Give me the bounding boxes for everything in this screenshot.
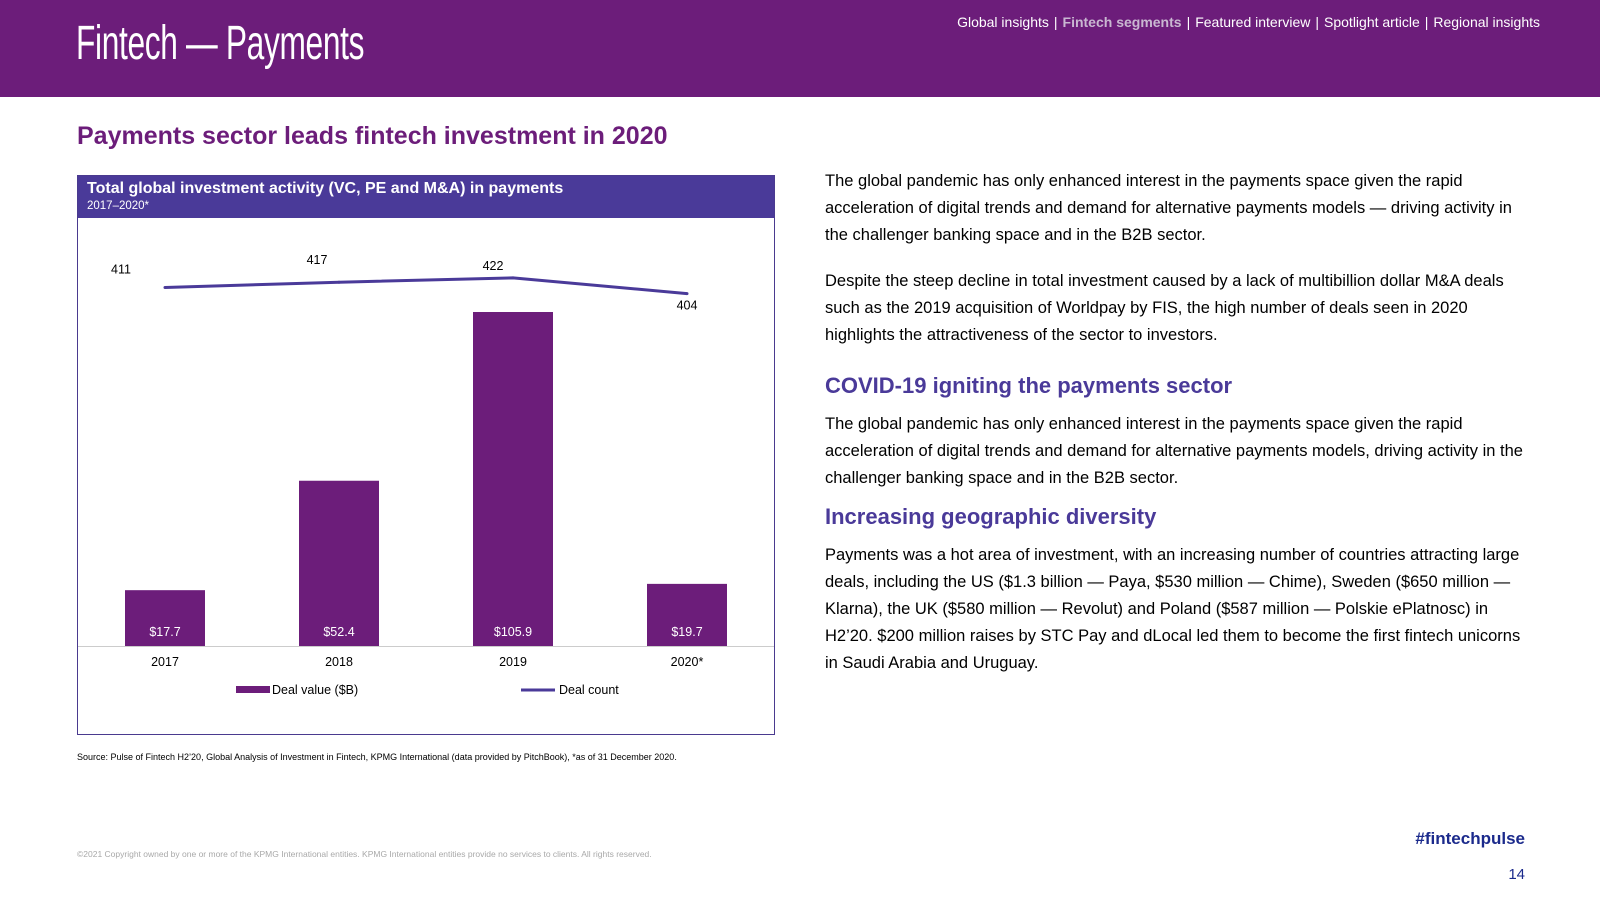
deal-count-point <box>511 276 515 280</box>
nav-link-regional-insights[interactable]: Regional insights <box>1433 14 1540 30</box>
deal-count-line <box>164 276 688 296</box>
deal-count-label: 404 <box>677 299 698 313</box>
legend-swatch-deal-value <box>236 686 270 693</box>
deal-count-label: 411 <box>111 262 131 276</box>
nav-link-spotlight-article[interactable]: Spotlight article <box>1324 14 1420 30</box>
page-number: 14 <box>1508 866 1525 883</box>
chart-subtitle: 2017–2020* <box>87 200 150 212</box>
subhead-geographic: Increasing geographic diversity <box>825 504 1525 530</box>
x-tick-label: 2017 <box>151 655 179 669</box>
chart-header: Total global investment activity (VC, PE… <box>78 176 774 218</box>
bar-2017 <box>125 590 205 646</box>
bar-value-label: $52.4 <box>323 625 354 639</box>
legend-label-deal-value: Deal value ($B) <box>272 683 358 697</box>
body-paragraph-4: Payments was a hot area of investment, w… <box>825 542 1525 677</box>
nav-separator: | <box>1186 14 1191 30</box>
deal-count-label: 422 <box>483 259 504 273</box>
header-band <box>0 0 1600 97</box>
hashtag-link[interactable]: #fintechpulse <box>1415 829 1525 848</box>
chart-panel: Total global investment activity (VC, PE… <box>77 175 775 735</box>
source-note: Source: Pulse of Fintech H2’20, Global A… <box>77 752 677 762</box>
subhead-text: COVID-19 igniting the payments sector <box>825 373 1233 398</box>
body-paragraph-2: Despite the steep decline in total inves… <box>825 268 1525 349</box>
body-paragraph-3: The global pandemic has only enhanced in… <box>825 411 1525 492</box>
bar-value-label: $17.7 <box>149 625 180 639</box>
subhead-text: Increasing geographic diversity <box>825 504 1157 529</box>
subhead-covid: COVID-19 igniting the payments sector <box>825 373 1525 399</box>
bar-2019 <box>473 312 553 646</box>
paragraph-text: Payments was a hot area of investment, w… <box>825 546 1521 672</box>
paragraph-text: The global pandemic has only enhanced in… <box>825 172 1512 244</box>
bar-2018 <box>299 480 379 646</box>
bar-value-label: $105.9 <box>494 625 532 639</box>
body-paragraph-1: The global pandemic has only enhanced in… <box>825 168 1525 249</box>
legend-label-deal-count: Deal count <box>559 683 619 697</box>
deal-count-label: 417 <box>307 253 328 267</box>
deal-count-point <box>337 280 341 284</box>
deal-count-point <box>163 285 167 289</box>
x-tick-label: 2020* <box>671 655 704 669</box>
nav-separator: | <box>1315 14 1320 30</box>
bar-value-label: $19.7 <box>671 625 702 639</box>
page-heading: Fintech — Payments <box>76 17 365 70</box>
copyright-notice: ©2021 Copyright owned by one or more of … <box>77 849 652 859</box>
x-tick-label: 2018 <box>325 655 353 669</box>
nav-separator: | <box>1053 14 1058 30</box>
section-title: Payments sector leads fintech investment… <box>77 122 668 150</box>
deal-count-point <box>685 292 689 296</box>
top-navigation: Global insights | Fintech segments | Feature… <box>957 14 1540 30</box>
investment-chart: $17.7 $52.4 $105.9 $19.7 2017 2018 2019 2020* 41… <box>78 253 774 697</box>
paragraph-text: Despite the steep decline in total inves… <box>825 272 1504 344</box>
bar-2020 <box>647 583 727 646</box>
nav-separator: | <box>1424 14 1429 30</box>
paragraph-text: The global pandemic has only enhanced in… <box>825 415 1523 487</box>
chart-title: Total global investment activity (VC, PE… <box>87 180 564 197</box>
nav-link-global-insights[interactable]: Global insights <box>957 14 1049 30</box>
nav-link-fintech-segments[interactable]: Fintech segments <box>1062 14 1182 30</box>
nav-link-featured-interview[interactable]: Featured interview <box>1195 14 1311 30</box>
x-tick-label: 2019 <box>499 655 527 669</box>
